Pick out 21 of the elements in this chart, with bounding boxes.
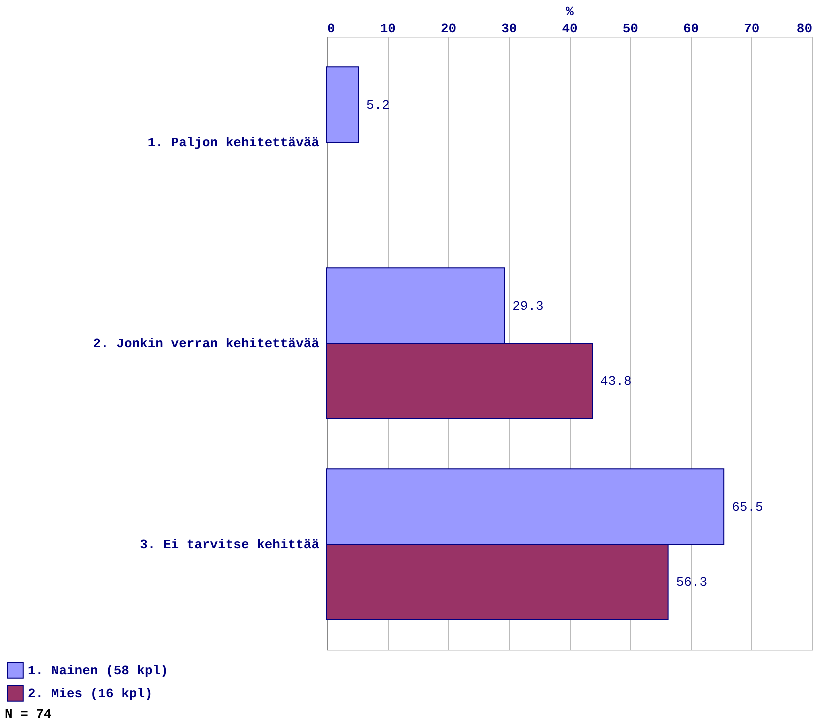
y-tick-label: 3. Ei tarvitse kehittää — [140, 537, 320, 552]
y-tick-label: 2. Jonkin verran kehitettävää — [93, 336, 320, 352]
legend-label: 1. Nainen (58 kpl) — [28, 664, 168, 678]
y-tick-label: 1. Paljon kehitettävää — [148, 136, 320, 151]
x-tick-label: 10 — [380, 22, 396, 36]
x-axis-title: % — [566, 4, 574, 20]
data-label: 65.5 — [732, 500, 764, 515]
x-tick-label: 70 — [744, 22, 760, 36]
x-tick-label: 40 — [562, 22, 578, 36]
text: N = 74 — [5, 707, 52, 722]
x-tick-label: 20 — [440, 22, 457, 36]
x-tick-label: 30 — [502, 22, 518, 36]
data-label: 43.8 — [600, 374, 632, 390]
data-label: 29.3 — [512, 298, 544, 314]
x-tick-label: 50 — [622, 22, 639, 36]
x-tick-label: 60 — [683, 22, 700, 36]
legend-label: 2. Mies (16 kpl) — [28, 686, 153, 702]
data-label: 56.3 — [676, 575, 708, 590]
x-tick-label: 80 — [796, 22, 813, 36]
x-tick-label: 0 — [328, 22, 336, 36]
data-label: 5.2 — [366, 98, 390, 113]
